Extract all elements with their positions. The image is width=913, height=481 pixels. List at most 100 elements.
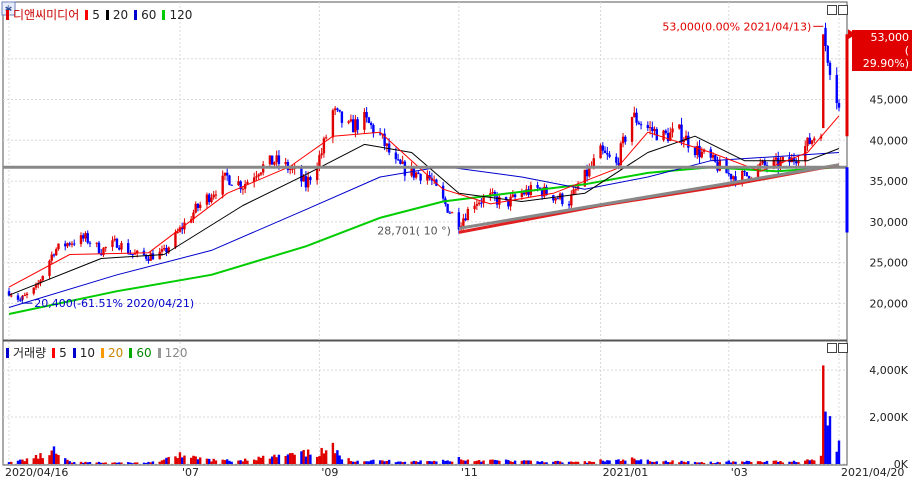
volume-bar: [583, 461, 587, 464]
volume-bar: [79, 461, 83, 464]
candle-body: [270, 155, 274, 165]
volume-bar: [761, 462, 764, 464]
candle-body: [777, 157, 780, 169]
volume-bar: [493, 459, 497, 464]
volume-panel-maximize-button[interactable]: [838, 343, 848, 353]
volume-bar: [545, 462, 548, 464]
candle-body: [824, 27, 827, 46]
volume-bar: [180, 457, 184, 464]
candle-body: [340, 111, 344, 123]
candle-body: [322, 138, 326, 154]
candle-body: [619, 143, 623, 166]
candle-body: [588, 166, 591, 177]
volume-bar: [288, 453, 292, 464]
ma20-line: [8, 135, 840, 296]
candle-body: [651, 127, 654, 132]
volume-bar: [414, 461, 418, 464]
volume-bar: [120, 462, 123, 464]
candle-body: [136, 250, 139, 254]
candle-body: [304, 176, 308, 188]
volume-bar: [790, 461, 793, 464]
ma60-legend: 60: [141, 7, 157, 22]
volume-bar: [363, 461, 366, 464]
candle-body: [513, 194, 517, 198]
volume-bar: [446, 460, 449, 464]
volume-bar: [383, 461, 386, 464]
candle-body: [225, 172, 229, 176]
candle-body: [369, 122, 373, 125]
volume-bar: [774, 460, 778, 464]
volume-bar: [95, 462, 98, 464]
volume-bar: [259, 457, 263, 464]
x-tick-label: '03: [731, 466, 748, 479]
volume-bar: [826, 425, 829, 464]
volume-bar: [729, 462, 733, 464]
candle-body: [302, 176, 305, 182]
candle-body: [583, 169, 587, 187]
candle-body: [396, 159, 400, 161]
price-panel-maximize-button[interactable]: [838, 5, 848, 15]
candle-body: [39, 280, 42, 284]
volume-bar: [603, 461, 607, 464]
volume-panel-minimize-button[interactable]: [827, 343, 837, 353]
candle-body: [615, 156, 618, 163]
candle-body: [741, 171, 744, 183]
candle-body: [624, 136, 627, 142]
volume-bar: [115, 462, 119, 464]
candle-body: [556, 198, 560, 200]
candle-body: [507, 199, 510, 207]
volume-bar: [84, 461, 87, 464]
volume-bar: [66, 459, 69, 464]
candle-body: [315, 167, 319, 181]
volume-bar: [55, 453, 58, 464]
volume-bar: [750, 462, 753, 464]
volume-bar: [462, 460, 465, 464]
volume-bar: [459, 459, 463, 464]
candle-body: [176, 231, 179, 233]
volume-bar: [273, 454, 276, 464]
volume-bar: [320, 447, 323, 464]
volume-bar: [300, 451, 303, 464]
candle-body: [603, 150, 607, 154]
volume-bar: [527, 460, 530, 464]
candle-body: [664, 130, 668, 133]
volume-bar: [671, 460, 674, 464]
candle-body: [257, 174, 260, 177]
candle-body: [450, 212, 454, 214]
volume-bar: [621, 459, 625, 464]
candle-body: [671, 128, 674, 133]
volume-legend-swatch: [6, 347, 9, 358]
candle-body: [790, 157, 793, 163]
volume-bar: [277, 454, 281, 464]
volume-bar: [489, 459, 492, 464]
volume-bar: [257, 456, 260, 464]
vol5-swatch: [52, 347, 56, 358]
volume-bar: [734, 461, 737, 464]
volume-bar: [349, 460, 353, 464]
candle-body: [635, 112, 638, 123]
volume-bar: [243, 458, 247, 464]
x-tick-label: 2021/04/20: [841, 466, 904, 479]
volume-bar: [52, 446, 56, 464]
candle-body: [617, 162, 620, 166]
last-price-badge: 53,000 ( 29.90%): [852, 30, 912, 71]
candle-body: [709, 149, 712, 158]
price-ytick-label: 35,000: [870, 175, 909, 188]
candle-body: [223, 172, 227, 176]
price-panel-minimize-button[interactable]: [827, 5, 837, 15]
volume-bar: [475, 460, 479, 464]
candle-body: [309, 177, 312, 181]
volume-bar: [19, 459, 22, 464]
candle-body: [55, 249, 58, 256]
volume-bar: [336, 450, 339, 464]
candle-body: [385, 143, 389, 146]
candle-body: [693, 147, 697, 156]
candle-body: [149, 253, 152, 261]
volume-bar: [592, 461, 596, 464]
volume-bar: [651, 461, 654, 464]
volume-bar: [633, 458, 636, 464]
candle-body: [7, 291, 11, 296]
candle-body: [662, 130, 665, 141]
volume-bar: [275, 457, 278, 464]
